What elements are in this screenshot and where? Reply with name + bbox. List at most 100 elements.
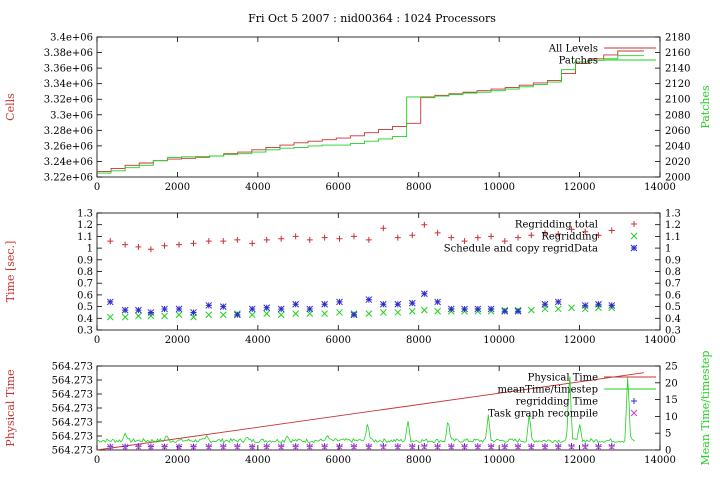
data-point	[501, 238, 508, 245]
data-point	[608, 227, 615, 234]
data-point	[190, 240, 197, 247]
data-point	[161, 242, 168, 249]
y2-tick-label: 5	[665, 429, 671, 440]
y2-tick-label: 2160	[665, 48, 690, 59]
data-point	[121, 443, 129, 451]
y2-tick-label: 2140	[665, 64, 690, 75]
data-point	[249, 240, 256, 247]
y-tick-label: 564.273	[52, 446, 93, 457]
x-tick-label: 2000	[165, 335, 190, 346]
legend-label: regridding Time	[516, 397, 598, 408]
data-point	[380, 225, 387, 232]
y-tick-label: 564.273	[52, 404, 93, 415]
y2-tick-label: 0.6	[665, 290, 681, 301]
data-point	[365, 310, 373, 317]
y-tick-label: 564.273	[52, 418, 93, 429]
data-point	[176, 241, 183, 248]
data-point	[631, 221, 637, 227]
x-tick-label: 0	[94, 182, 100, 193]
data-point	[487, 443, 495, 451]
y2-tick-label: 2060	[665, 126, 690, 137]
data-point	[220, 238, 227, 245]
data-point	[554, 443, 562, 451]
x-tick-label: 14000	[644, 335, 676, 346]
data-point	[394, 443, 402, 451]
data-point	[409, 232, 416, 239]
data-point	[161, 312, 168, 320]
series-regridding	[106, 304, 616, 321]
y2-tick-label: 0.7	[665, 279, 681, 290]
y2-tick-label: 2000	[665, 173, 690, 184]
data-point	[541, 229, 548, 236]
data-point	[350, 443, 358, 451]
data-point	[321, 443, 328, 451]
data-point	[394, 309, 402, 316]
data-point	[581, 443, 589, 451]
data-point	[336, 298, 343, 306]
data-point	[474, 234, 481, 241]
y2-tick-label: 20	[665, 378, 678, 389]
data-point	[447, 443, 455, 451]
x-tick-label: 14000	[644, 182, 676, 193]
y-tick-label: 1	[87, 244, 93, 255]
x-tick-label: 6000	[326, 455, 351, 466]
y2-tick-label: 2040	[665, 141, 690, 152]
data-point	[582, 442, 589, 449]
y-tick-label: 1.2	[77, 220, 93, 231]
y-tick-label: 3.4e+06	[50, 33, 93, 44]
data-point	[630, 409, 638, 417]
data-point	[595, 232, 602, 239]
data-point	[379, 443, 387, 451]
data-point	[292, 300, 300, 308]
data-point	[394, 234, 401, 241]
data-point	[175, 305, 183, 313]
y-tick-label: 0.3	[77, 326, 93, 337]
data-point	[555, 231, 562, 238]
legend-label: Schedule and copy regridData	[444, 244, 598, 255]
data-point	[147, 309, 155, 316]
data-point	[321, 234, 328, 241]
data-point	[175, 311, 183, 319]
data-point	[421, 221, 428, 228]
y-axis-label: Time [sec.]	[4, 241, 17, 303]
x-tick-label: 10000	[483, 455, 515, 466]
x-tick-label: 6000	[326, 182, 351, 193]
data-point	[147, 443, 155, 451]
data-point	[630, 244, 638, 252]
data-point	[306, 236, 313, 243]
data-point	[461, 443, 468, 451]
x-tick-label: 10000	[483, 182, 515, 193]
y-tick-label: 1.3	[77, 209, 93, 220]
data-point	[336, 443, 343, 451]
y2-tick-label: 0.5	[665, 302, 681, 313]
data-point	[161, 305, 168, 313]
data-point	[122, 241, 129, 248]
data-point	[447, 305, 455, 313]
series-line	[97, 55, 644, 174]
y2-tick-label: 2020	[665, 157, 690, 168]
series-line	[97, 50, 644, 173]
data-point	[321, 300, 328, 308]
data-point	[421, 442, 428, 449]
data-point	[106, 443, 114, 451]
data-point	[263, 304, 271, 312]
data-point	[263, 443, 271, 451]
y-tick-label: 0.6	[77, 290, 93, 301]
data-point	[581, 302, 589, 309]
data-point	[631, 398, 637, 404]
x-tick-label: 2000	[165, 182, 190, 193]
data-point	[336, 235, 343, 242]
series-line	[96, 372, 644, 451]
data-point	[434, 298, 441, 306]
data-point	[595, 300, 602, 308]
data-point	[365, 236, 372, 243]
data-point	[608, 442, 615, 449]
data-point	[487, 305, 495, 313]
y-tick-label: 3.36e+06	[44, 64, 93, 75]
data-point	[488, 233, 495, 240]
data-point	[233, 443, 241, 451]
data-point	[321, 310, 328, 317]
y2-tick-label: 10	[665, 412, 678, 423]
y2-tick-label: 2180	[665, 33, 690, 44]
